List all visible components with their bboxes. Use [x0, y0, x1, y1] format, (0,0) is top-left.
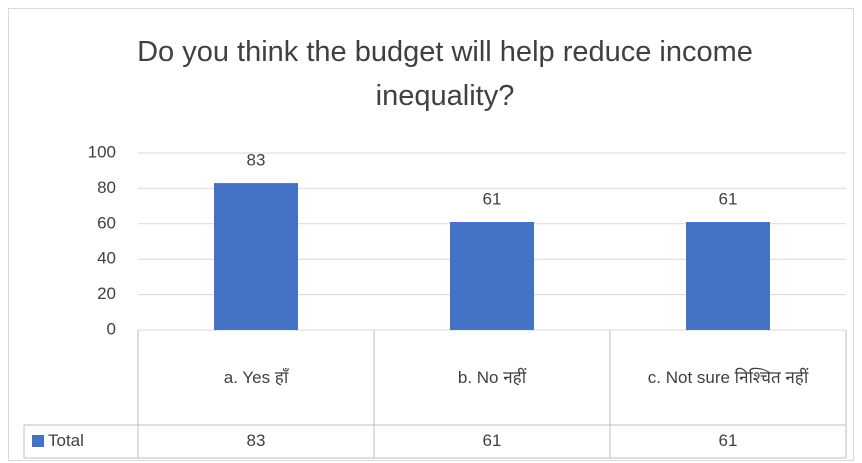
table-value: 83	[247, 431, 266, 450]
y-tick-label: 80	[97, 178, 116, 197]
bar	[450, 222, 534, 330]
y-tick-label: 0	[107, 319, 116, 338]
legend-label: Total	[48, 431, 84, 450]
chart-title: Do you think the budget will help reduce…	[137, 36, 753, 112]
table-value: 61	[483, 431, 502, 450]
y-tick-label: 100	[88, 142, 116, 161]
bar	[686, 222, 770, 330]
y-tick-label: 20	[97, 284, 116, 303]
x-tick-label: c. Not sure निश्चित नहीं	[647, 367, 809, 387]
legend-key	[32, 435, 44, 447]
data-label: 61	[719, 190, 738, 209]
x-tick-label: a. Yes हाँ	[223, 367, 289, 387]
x-tick-label: b. No नहीं	[457, 367, 527, 387]
table-value: 61	[719, 431, 738, 450]
data-label: 83	[247, 151, 266, 170]
y-tick-label: 60	[97, 213, 116, 232]
bar	[214, 183, 298, 330]
y-tick-label: 40	[97, 249, 116, 268]
data-label: 61	[483, 190, 502, 209]
